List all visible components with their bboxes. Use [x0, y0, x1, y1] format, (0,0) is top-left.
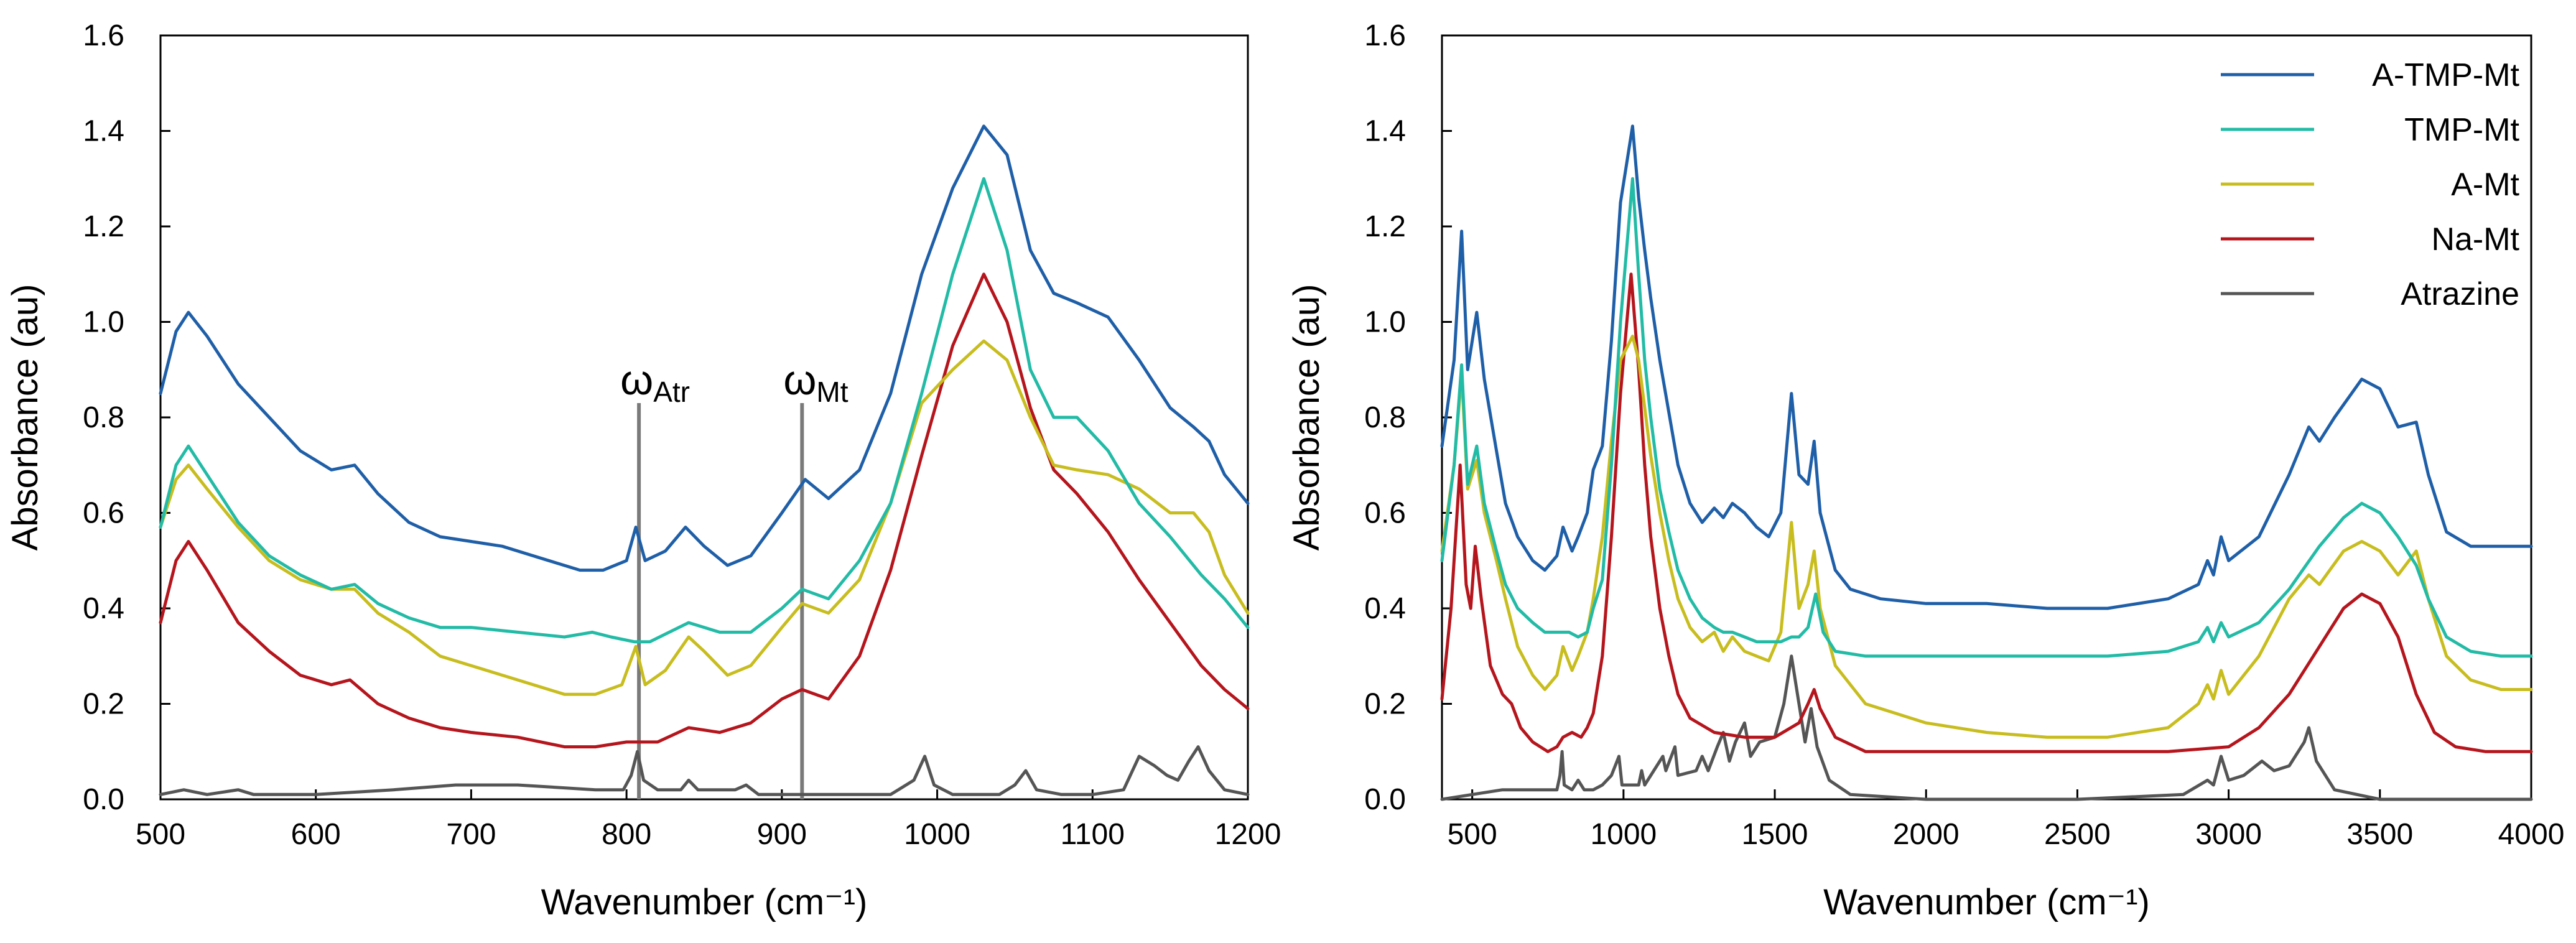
right-chart: 0.0 0.2 0.4 0.6 0.8 1.0 1.2 1.4 1.6 500 1000 1500 20… — [1286, 19, 2564, 922]
right-xtick-label: 500 — [1448, 818, 1497, 851]
right-ytick-label: 0.4 — [1364, 592, 1406, 625]
annotation-subscript: Atr — [653, 376, 690, 408]
legend-label-atrazine: Atrazine — [2401, 276, 2519, 312]
left-chart: 0.0 0.2 0.4 0.6 0.8 1.0 1.2 1.4 1.6 500 600 700 800 9… — [5, 19, 1281, 922]
right-y-axis-label: Absorbance (au) — [1286, 284, 1327, 551]
left-annotation-atr: ωAtr — [620, 356, 690, 408]
right-ytick-label: 0.0 — [1364, 783, 1406, 816]
left-ytick-label: 0.2 — [83, 688, 124, 721]
left-x-axis-label: Wavenumber (cm⁻¹) — [541, 882, 868, 922]
right-xtick-label: 1000 — [1590, 818, 1657, 851]
left-ytick-label: 0.0 — [83, 783, 124, 816]
annotation-subscript: Mt — [816, 376, 848, 408]
left-series-a-tmp-mt — [159, 124, 1250, 572]
annotation-symbol: ω — [620, 356, 653, 404]
right-series-a-mt — [1440, 335, 2533, 739]
left-annotation-mt: ωMt — [783, 356, 848, 408]
left-ytick-label: 1.6 — [83, 19, 124, 52]
left-ytick-label: 1.4 — [83, 115, 124, 148]
right-xtick-label: 3500 — [2346, 818, 2413, 851]
left-series-na-mt — [159, 272, 1250, 749]
right-ytick-label: 0.8 — [1364, 401, 1406, 434]
left-xtick-label: 1000 — [904, 818, 970, 851]
left-ytick-label: 0.4 — [83, 592, 124, 625]
left-xtick-label: 900 — [757, 818, 807, 851]
left-plot-frame — [159, 34, 1249, 801]
left-ytick-label: 1.2 — [83, 210, 124, 243]
right-ytick-label: 0.2 — [1364, 688, 1406, 721]
right-x-axis-label: Wavenumber (cm⁻¹) — [1823, 882, 2150, 922]
left-xtick-label: 600 — [291, 818, 341, 851]
legend-label-a-mt: A-Mt — [2451, 167, 2519, 203]
left-ytick-label: 1.0 — [83, 306, 124, 339]
left-xtick-label: 500 — [136, 818, 185, 851]
right-series-tmp-mt — [1440, 177, 2533, 658]
right-xtick-label: 3000 — [2195, 818, 2262, 851]
left-xtick-label: 1100 — [1061, 818, 1125, 851]
left-ytick-label: 0.8 — [83, 401, 124, 434]
right-ytick-label: 1.2 — [1364, 210, 1406, 243]
right-ytick-label: 1.6 — [1364, 19, 1406, 52]
left-y-axis-label: Absorbance (au) — [5, 284, 45, 551]
right-ytick-label: 1.0 — [1364, 306, 1406, 339]
annotation-symbol: ω — [783, 356, 816, 404]
right-xtick-label: 1500 — [1742, 818, 1808, 851]
left-series-tmp-mt — [159, 177, 1250, 644]
left-series-a-mt — [159, 339, 1250, 696]
left-xtick-label: 700 — [446, 818, 496, 851]
left-xtick-label: 1200 — [1215, 818, 1281, 851]
right-xtick-label: 2500 — [2044, 818, 2111, 851]
right-xtick-label: 4000 — [2498, 818, 2565, 851]
right-ytick-label: 0.6 — [1364, 497, 1406, 530]
right-series-a-tmp-mt — [1440, 124, 2533, 610]
legend-label-a-tmp-mt: A-TMP-Mt — [2372, 57, 2519, 93]
legend-label-tmp-mt: TMP-Mt — [2404, 112, 2519, 148]
right-ytick-label: 1.4 — [1364, 115, 1406, 148]
legend-label-na-mt: Na-Mt — [2431, 221, 2519, 258]
left-series-atrazine — [159, 745, 1250, 796]
left-ytick-label: 0.6 — [83, 497, 124, 530]
right-series-atrazine — [1440, 654, 2533, 801]
right-series-na-mt — [1440, 272, 2533, 753]
left-xtick-label: 800 — [602, 818, 651, 851]
right-legend: A-TMP-Mt TMP-Mt A-Mt Na-Mt Atrazine — [2221, 57, 2520, 312]
right-xtick-label: 2000 — [1893, 818, 1960, 851]
